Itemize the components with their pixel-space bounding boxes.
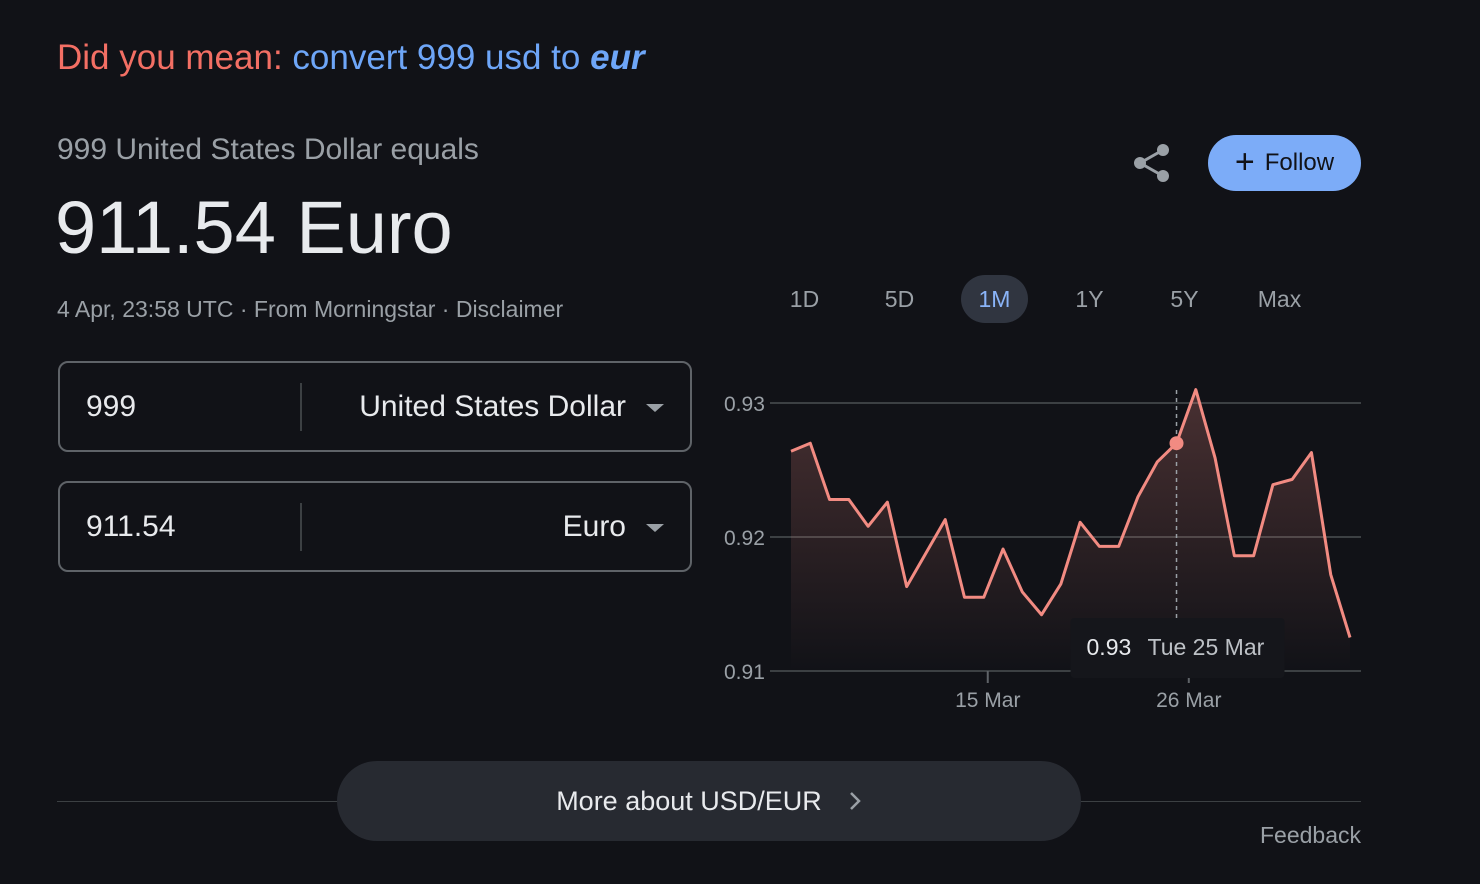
from-converter-row: 999 United States Dollar: [58, 361, 692, 452]
tab-1y[interactable]: 1Y: [1075, 285, 1104, 312]
share-icon[interactable]: [1132, 142, 1172, 184]
y-tick-label: 0.91: [724, 661, 765, 684]
to-currency-label: Euro: [562, 509, 626, 543]
feedback-link[interactable]: Feedback: [1259, 822, 1361, 848]
from-amount-input[interactable]: 999: [86, 389, 137, 423]
link-bold-text: eur: [590, 38, 645, 77]
separator: ·: [233, 296, 254, 322]
disclaimer-link[interactable]: Disclaimer: [455, 296, 564, 322]
dropdown-caret-icon: [646, 523, 664, 532]
tooltip-date: Tue 25 Mar: [1148, 634, 1265, 660]
plus-icon: +: [1234, 142, 1255, 181]
did-you-mean: Did you mean: convert 999 usd to eur: [57, 38, 645, 78]
result-value: 911.54 Euro: [55, 186, 453, 269]
range-tabs: 1D 5D 1M 1Y 5Y Max: [757, 275, 1327, 323]
more-about-button[interactable]: More about USD/EUR: [337, 761, 1081, 841]
hover-point: [1169, 436, 1184, 451]
to-amount-input[interactable]: 911.54: [86, 509, 176, 543]
tab-5d[interactable]: 5D: [884, 285, 915, 312]
did-you-mean-label: Did you mean:: [57, 38, 283, 77]
divider: [300, 502, 302, 551]
source-link[interactable]: From Morningstar: [253, 296, 436, 322]
exchange-rate-chart[interactable]: 0.91 0.92 0.93 15 Mar 26 Mar 0.93 Tue 25 Mar: [710, 370, 1370, 720]
result-meta: 4 Apr, 23:58 UTC · From Morningstar · Di…: [57, 296, 563, 323]
x-tick-label: 26 Mar: [1156, 689, 1221, 712]
tab-1m[interactable]: 1M: [961, 275, 1028, 323]
more-about-label: More about USD/EUR: [556, 785, 822, 816]
divider: [300, 382, 302, 431]
from-currency-select[interactable]: United States Dollar: [302, 390, 690, 424]
x-tick-label: 15 Mar: [955, 689, 1020, 712]
separator: ·: [435, 296, 456, 322]
tooltip-box: [1070, 618, 1285, 678]
to-currency-select[interactable]: Euro: [302, 510, 690, 544]
tooltip-value: 0.93: [1087, 634, 1132, 660]
y-tick-label: 0.92: [724, 527, 765, 550]
tab-max[interactable]: Max: [1257, 285, 1302, 312]
tab-1d[interactable]: 1D: [789, 285, 820, 312]
tab-5y[interactable]: 5Y: [1170, 285, 1199, 312]
did-you-mean-link[interactable]: convert 999 usd to eur: [292, 38, 644, 77]
link-text: convert 999 usd to: [292, 38, 591, 77]
from-currency-label: United States Dollar: [359, 389, 626, 423]
to-converter-row: 911.54 Euro: [58, 481, 692, 572]
follow-label: Follow: [1264, 149, 1335, 176]
follow-button[interactable]: + Follow: [1208, 135, 1361, 191]
dropdown-caret-icon: [646, 403, 664, 412]
area-fill: [791, 389, 1350, 671]
y-tick-label: 0.93: [724, 393, 765, 416]
timestamp: 4 Apr, 23:58 UTC: [57, 296, 234, 322]
chevron-right-icon: [849, 792, 861, 810]
result-subtitle: 999 United States Dollar equals: [57, 133, 479, 166]
series-line: [790, 388, 1352, 638]
